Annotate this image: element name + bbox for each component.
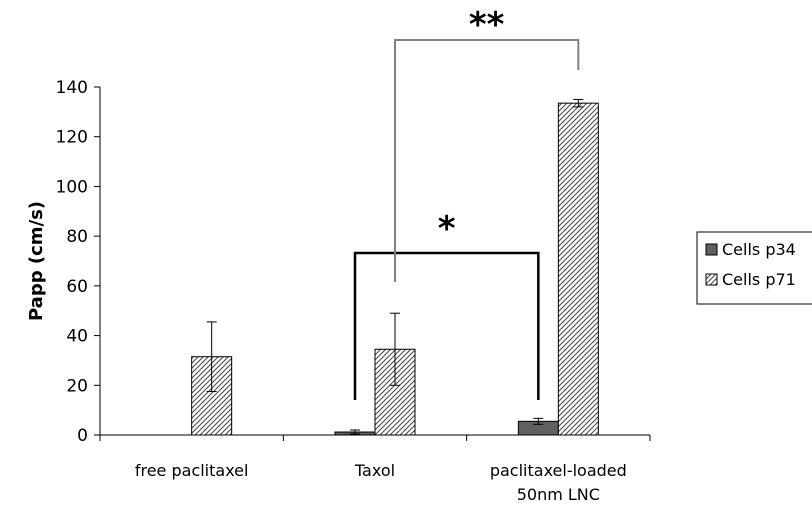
legend: Cells p34 Cells p71 — [696, 231, 812, 305]
y-tick-label: 20 — [66, 376, 88, 396]
x-category-label: 50nm LNC — [517, 485, 600, 504]
legend-label: Cells p71 — [722, 270, 796, 289]
x-category-label: Taxol — [354, 461, 395, 480]
y-tick-label: 60 — [66, 277, 88, 297]
legend-swatch — [705, 243, 718, 256]
plot-area: 0 20 40 60 80 100 120 140 Papp (cm/s) free paclit… — [26, 78, 651, 504]
legend-label: Cells p34 — [722, 240, 796, 259]
significance-bracket-double-star — [394, 39, 580, 282]
y-tick-label: 120 — [56, 128, 88, 148]
y-tick-label: 0 — [77, 426, 88, 446]
y-axis-title: Papp (cm/s) — [26, 201, 47, 321]
x-category-label: free paclitaxel — [135, 461, 249, 480]
y-tick-label: 100 — [56, 177, 88, 197]
significance-double-star: ** — [469, 5, 505, 45]
y-tick-label: 80 — [66, 227, 88, 247]
bar-cells-p71 — [191, 356, 233, 436]
significance-star: * — [438, 209, 456, 249]
y-tick-label: 40 — [66, 327, 88, 347]
significance-bracket-star — [353, 251, 540, 400]
x-category-label: paclitaxel-loaded — [490, 461, 627, 480]
legend-swatch — [705, 273, 718, 286]
bar-cells-p71 — [557, 102, 599, 436]
y-tick-label: 140 — [56, 78, 88, 98]
significance-annotations: *** — [353, 5, 580, 400]
